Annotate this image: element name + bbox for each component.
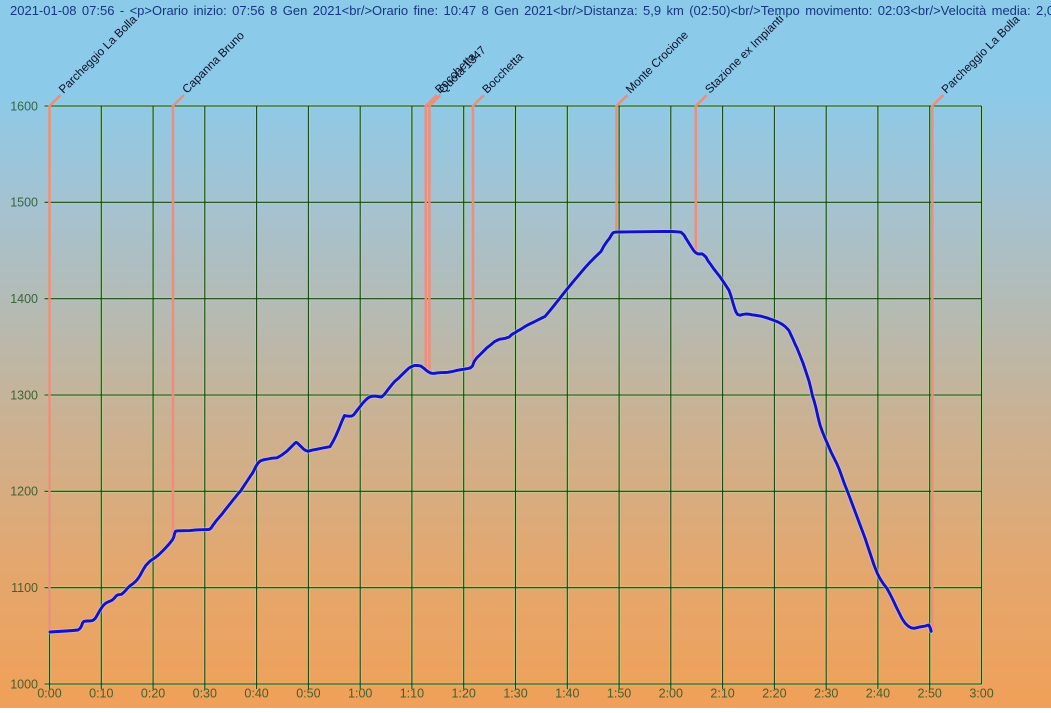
svg-text:0:40: 0:40	[244, 687, 268, 701]
svg-text:0:50: 0:50	[296, 687, 320, 701]
svg-text:2021-01-08 07:56 - <p>Orario i: 2021-01-08 07:56 - <p>Orario inizio: 07:…	[10, 3, 1051, 18]
svg-text:1300: 1300	[10, 388, 38, 402]
svg-text:1200: 1200	[10, 485, 38, 499]
svg-text:1:30: 1:30	[503, 687, 527, 701]
svg-text:1:40: 1:40	[555, 687, 579, 701]
svg-text:2:50: 2:50	[918, 687, 942, 701]
svg-text:1500: 1500	[10, 196, 38, 210]
svg-text:1100: 1100	[11, 581, 38, 595]
svg-text:2:10: 2:10	[710, 687, 734, 701]
svg-text:1:10: 1:10	[400, 687, 424, 701]
svg-text:1:00: 1:00	[348, 687, 372, 701]
svg-text:2:20: 2:20	[762, 687, 786, 701]
svg-text:2:30: 2:30	[814, 687, 838, 701]
svg-text:0:30: 0:30	[193, 687, 217, 701]
svg-text:0:20: 0:20	[141, 687, 165, 701]
svg-text:3:00: 3:00	[969, 687, 993, 701]
svg-text:0:00: 0:00	[37, 687, 61, 701]
svg-text:2:40: 2:40	[866, 687, 890, 701]
svg-text:1400: 1400	[10, 292, 38, 306]
svg-text:0:10: 0:10	[89, 687, 113, 701]
svg-text:1600: 1600	[10, 99, 38, 113]
svg-text:2:00: 2:00	[659, 687, 683, 701]
svg-text:1000: 1000	[10, 677, 38, 691]
svg-text:1:50: 1:50	[607, 687, 631, 701]
svg-text:1:20: 1:20	[452, 687, 476, 701]
